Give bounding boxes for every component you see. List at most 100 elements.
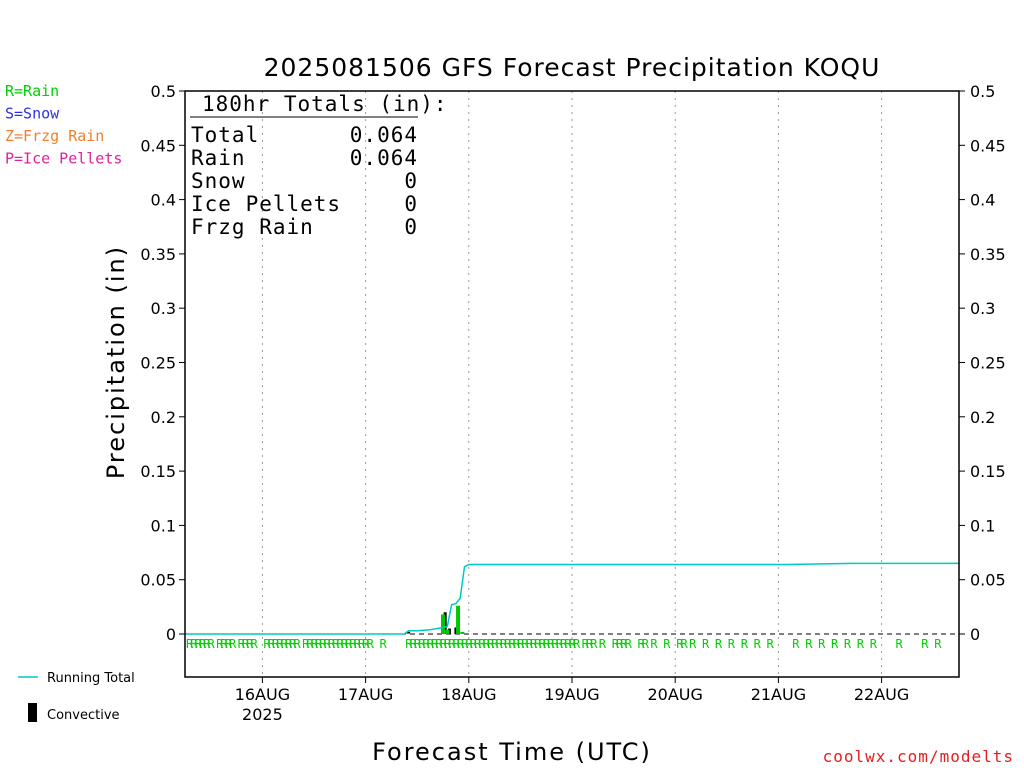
bar-convective xyxy=(443,612,447,634)
totals-heading: 180hr Totals (in): xyxy=(202,92,448,116)
type-legend-item: S=Snow xyxy=(5,105,60,123)
y-tick-label-right: 0.3 xyxy=(970,299,995,318)
precip-type-mark: R xyxy=(358,637,366,651)
bars-layer xyxy=(406,605,465,634)
precip-type-mark: R xyxy=(702,637,710,651)
precip-type-mark: R xyxy=(530,637,538,651)
y-axis-label: Precipitation (in) xyxy=(102,245,130,479)
y-tick-label-right: 0.45 xyxy=(970,136,1006,155)
precip-type-mark: R xyxy=(427,637,435,651)
type-legend-item: P=Ice Pellets xyxy=(5,150,122,168)
y-ticks-left: 0 0.05 0.1 0.15 0.2 0.25 0.3 0.35 0.4 0.45 0.5 xyxy=(140,82,185,644)
precip-type-mark: R xyxy=(186,637,194,651)
precip-type-mark: R xyxy=(190,637,198,651)
precip-type-mark: R xyxy=(612,637,620,651)
bar-convective xyxy=(447,628,451,634)
precip-type-mark: R xyxy=(367,637,375,651)
precip-type-mark: R xyxy=(251,637,259,651)
precip-type-mark: R xyxy=(294,637,302,651)
precip-type-mark: R xyxy=(431,637,439,651)
totals-row-value: 0 xyxy=(404,169,418,193)
precip-type-mark: R xyxy=(238,637,246,651)
x-tick-label: 18AUG xyxy=(441,685,496,704)
credit-text: coolwx.com/modelts xyxy=(823,747,1014,766)
y-ticks-right: 0 0.05 0.1 0.15 0.2 0.25 0.3 0.35 0.4 0.45 0.5 xyxy=(959,82,1006,644)
precip-type-mark: R xyxy=(220,637,228,651)
y-tick-label-left: 0.35 xyxy=(140,245,176,264)
precip-type-mark: R xyxy=(556,637,564,651)
legend-running-total-label: Running Total xyxy=(47,671,135,686)
precip-type-mark: R xyxy=(792,637,800,651)
precip-type-mark: R xyxy=(354,637,362,651)
precip-type-mark: R xyxy=(414,637,422,651)
precip-type-mark: R xyxy=(272,637,280,651)
y-tick-label-right: 0.15 xyxy=(970,462,1006,481)
precip-type-mark: R xyxy=(638,637,646,651)
x-axis-label: Forecast Time (UTC) xyxy=(372,738,652,766)
precip-type-mark: R xyxy=(650,637,658,651)
precip-type-mark: R xyxy=(474,637,482,651)
precip-type-mark: R xyxy=(517,637,525,651)
type-legend-item: Z=Frzg Rain xyxy=(5,127,104,145)
precip-type-mark: R xyxy=(573,637,581,651)
totals-row-value: 0.064 xyxy=(350,123,418,147)
precip-type-mark: R xyxy=(440,637,448,651)
precip-type-mark: R xyxy=(526,637,534,651)
precip-type-mark: R xyxy=(491,637,499,651)
precip-type-mark: R xyxy=(844,637,852,651)
x-tick-label: 21AUG xyxy=(751,685,806,704)
precip-type-mark: R xyxy=(324,637,332,651)
y-tick-label-left: 0.05 xyxy=(140,571,176,590)
precip-type-mark: R xyxy=(560,637,568,651)
precip-type-mark: R xyxy=(285,637,293,651)
x-tick-label: 19AUG xyxy=(544,685,599,704)
precip-type-mark: R xyxy=(676,637,684,651)
precip-type-mark: R xyxy=(681,637,689,651)
legend-convective-label: Convective xyxy=(47,708,120,723)
precip-type-mark: R xyxy=(242,637,250,651)
precip-type-mark: R xyxy=(225,637,233,651)
precip-type-mark: R xyxy=(818,637,826,651)
y-tick-label-right: 0.2 xyxy=(970,408,995,427)
x-tick-sublabel: 2025 xyxy=(242,705,283,724)
precip-type-mark: R xyxy=(582,637,590,651)
precip-type-mark: R xyxy=(590,637,598,651)
x-tick-label: 20AUG xyxy=(647,685,702,704)
totals-row-label: Snow xyxy=(191,169,246,193)
bar-rain xyxy=(441,614,445,634)
type-legend-item: R=Rain xyxy=(5,82,59,100)
x-tick-label: 22AUG xyxy=(854,685,909,704)
precip-type-mark: R xyxy=(328,637,336,651)
precip-type-mark: R xyxy=(547,637,555,651)
precip-type-mark: R xyxy=(276,637,284,651)
precip-type-mark: R xyxy=(349,637,357,651)
x-tick-label: 17AUG xyxy=(338,685,393,704)
y-tick-label-right: 0.25 xyxy=(970,354,1006,373)
precip-type-mark: R xyxy=(483,637,491,651)
precip-type-mark: R xyxy=(857,637,865,651)
type-legend: R=Rain S=Snow Z=Frzg Rain P=Ice Pellets xyxy=(5,82,122,168)
totals-row-value: 0 xyxy=(404,215,418,239)
precip-type-mark: R xyxy=(457,637,465,651)
y-tick-label-left: 0.2 xyxy=(151,408,176,427)
totals-row-label: Ice Pellets xyxy=(191,192,341,216)
y-tick-label-right: 0.35 xyxy=(970,245,1006,264)
precip-type-mark: R xyxy=(332,637,340,651)
precip-type-mark: R xyxy=(934,637,942,651)
precip-type-mark: R xyxy=(500,637,508,651)
precip-type-mark: R xyxy=(534,637,542,651)
precip-type-mark: R xyxy=(513,637,521,651)
precip-type-mark: R xyxy=(453,637,461,651)
precip-type-mark: R xyxy=(319,637,327,651)
precip-type-mark: R xyxy=(642,637,650,651)
precip-type-mark: R xyxy=(715,637,723,651)
grid-layer xyxy=(185,91,959,677)
precip-type-mark: R xyxy=(620,637,628,651)
y-tick-label-right: 0 xyxy=(970,625,980,644)
y-tick-label-right: 0.1 xyxy=(970,516,995,535)
precip-type-mark: R xyxy=(689,637,697,651)
precip-type-mark: R xyxy=(461,637,469,651)
precip-type-mark: R xyxy=(478,637,486,651)
